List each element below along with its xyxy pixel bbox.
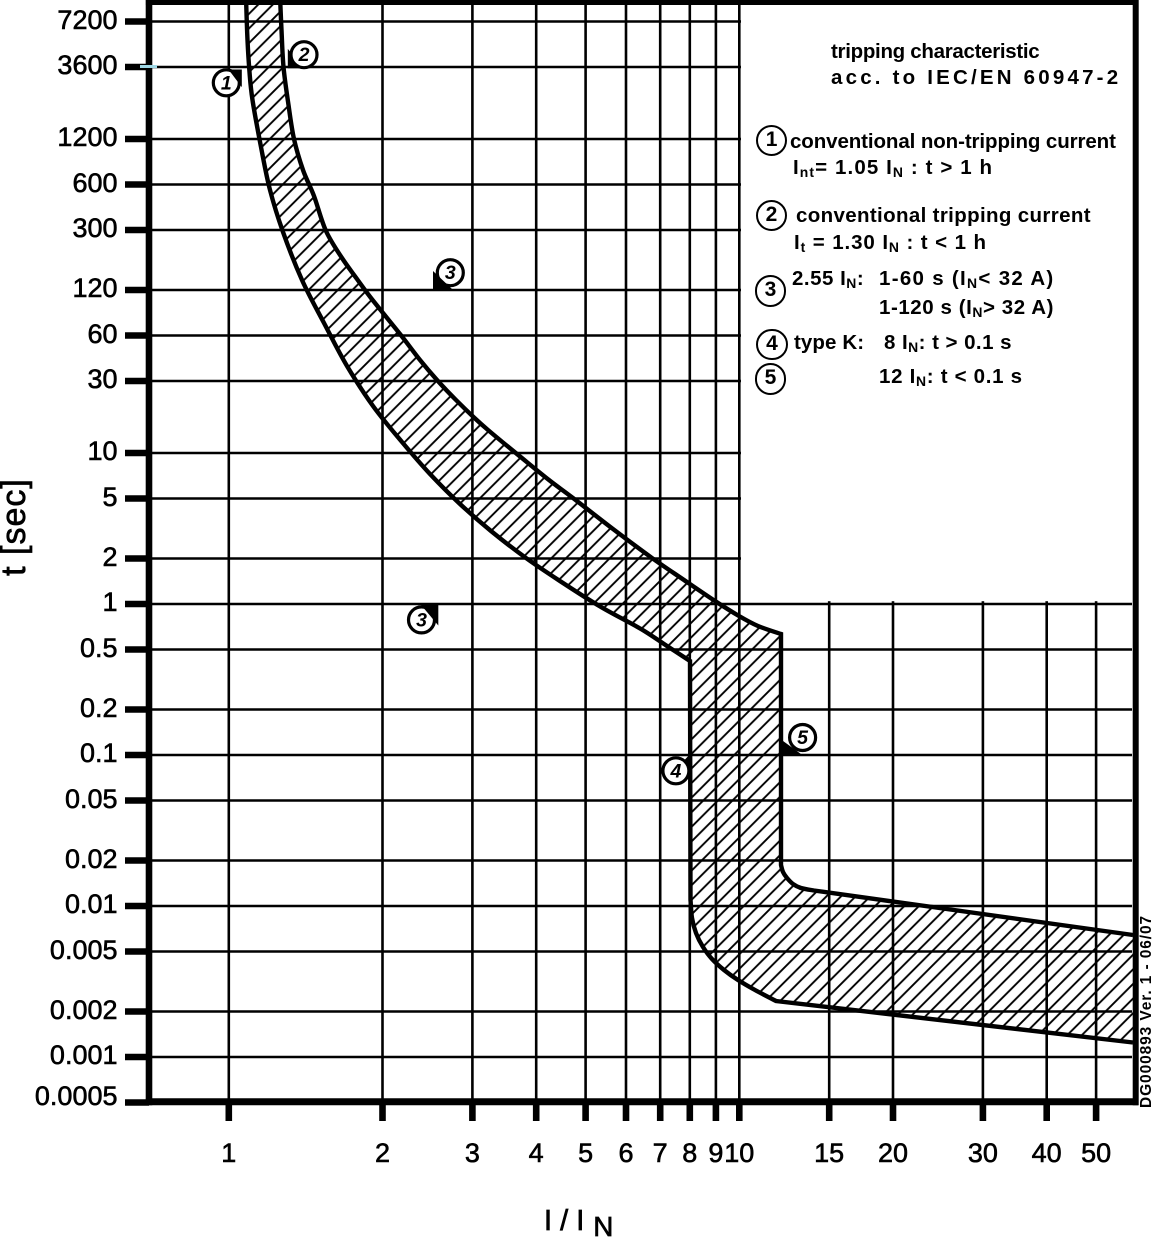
svg-text:1: 1 [221,72,232,94]
svg-text:3: 3 [445,262,456,284]
svg-text:2: 2 [298,44,310,66]
svg-text:4: 4 [669,760,681,782]
svg-text:5: 5 [797,727,809,749]
svg-text:3: 3 [416,609,427,631]
